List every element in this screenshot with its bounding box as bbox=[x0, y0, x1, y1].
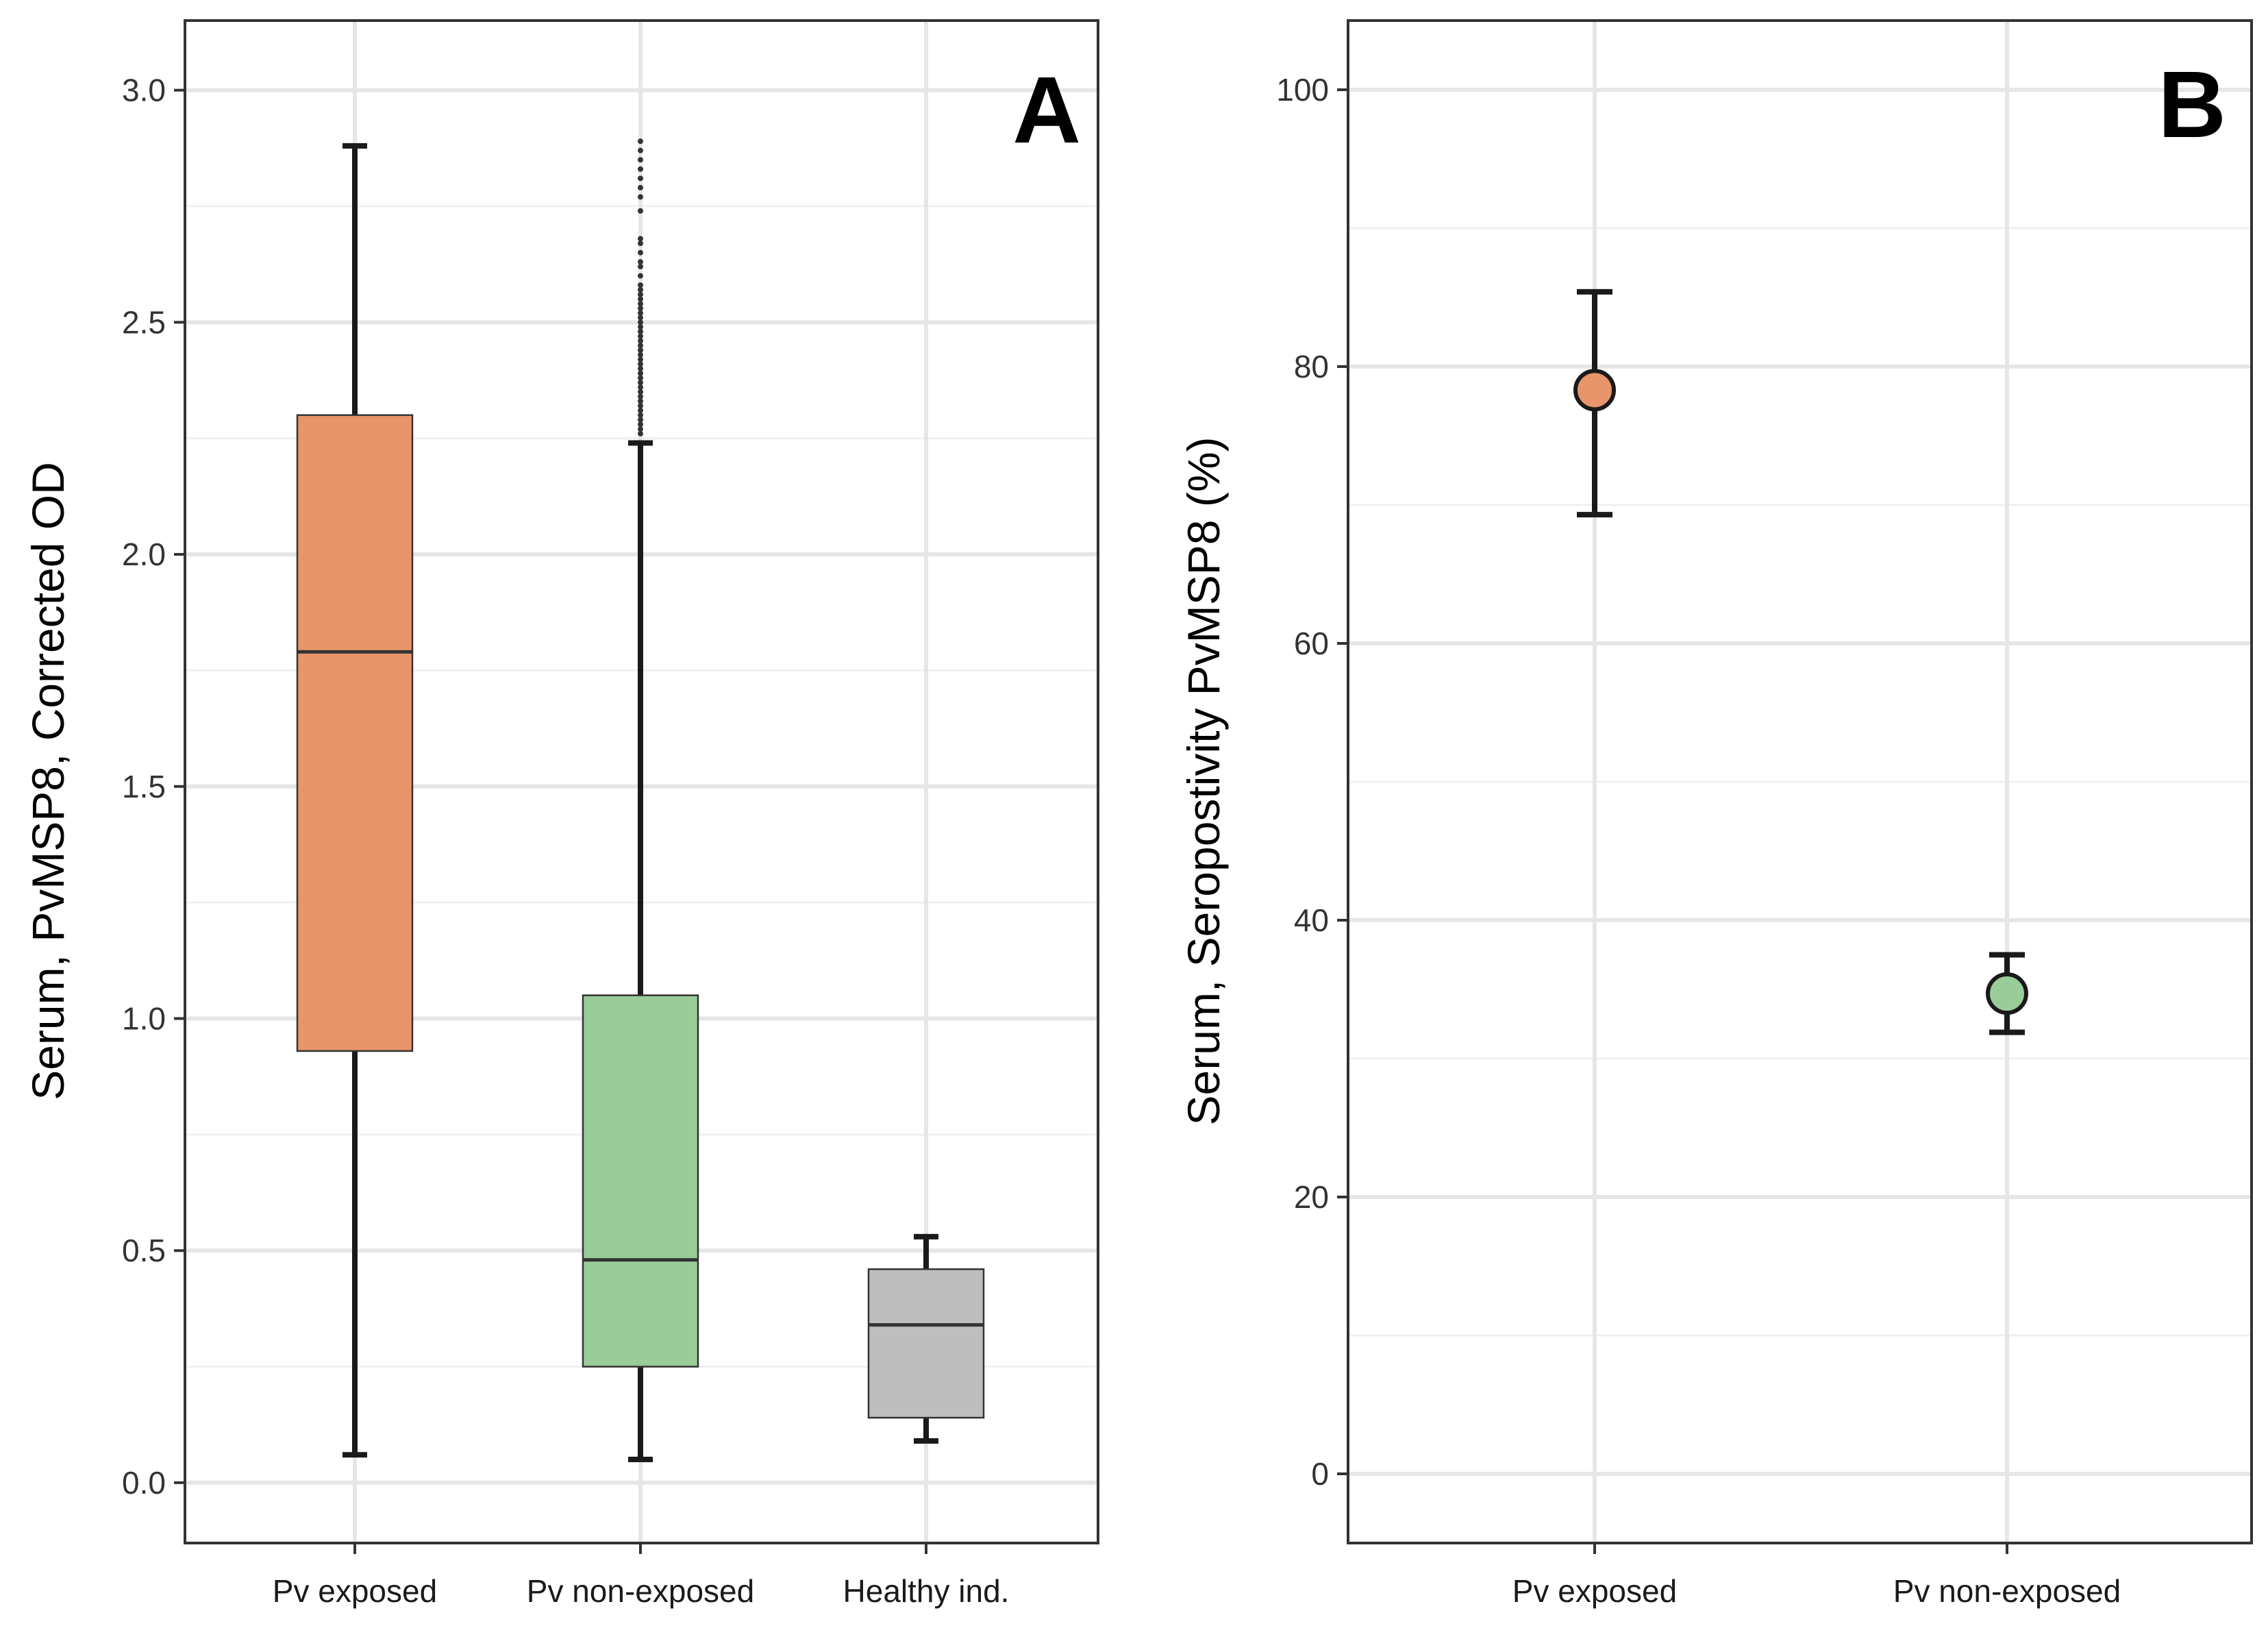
panel-a-axes: 0.0 0.5 1.0 1.5 2.0 2.5 3.0 Pv exposed Pv non-ex… bbox=[122, 73, 1009, 1609]
outlier-point-pv-non-exposed bbox=[638, 388, 643, 395]
a-x-tick-label-healthy-ind: Healthy ind. bbox=[843, 1573, 1010, 1609]
panel-a-label: A bbox=[1012, 58, 1081, 163]
outlier-point-pv-non-exposed bbox=[638, 408, 643, 414]
outlier-point-pv-non-exposed bbox=[638, 417, 643, 423]
outlier-point-pv-non-exposed bbox=[638, 291, 643, 297]
point-group-pv-non-exposed bbox=[1986, 952, 2028, 1035]
outlier-point-pv-non-exposed bbox=[638, 356, 643, 362]
outlier-point-pv-non-exposed bbox=[638, 328, 643, 334]
panel-b-grid bbox=[1348, 21, 2252, 1543]
point-group-pv-exposed bbox=[1573, 288, 1616, 518]
panel-a-marks bbox=[296, 138, 985, 1463]
box-body-pv-non-exposed bbox=[582, 994, 699, 1368]
a-y-tick-label: 2.5 bbox=[122, 304, 166, 340]
outlier-point-pv-non-exposed bbox=[638, 426, 643, 432]
box-pv-non-exposed bbox=[582, 138, 699, 1463]
outlier-point-pv-non-exposed bbox=[638, 296, 643, 302]
a-x-tick-label-pv-non-exposed: Pv non-exposed bbox=[527, 1573, 754, 1609]
panel-b-seropositivity: 0 20 40 60 80 100 Pv exposed Pv non-exposed B S… bbox=[1178, 19, 2253, 1609]
box-pv-exposed bbox=[296, 143, 414, 1458]
outlier-point-pv-non-exposed bbox=[638, 319, 643, 325]
outlier-point-pv-non-exposed bbox=[638, 194, 643, 200]
outlier-point-pv-non-exposed bbox=[638, 347, 643, 353]
b-y-tick-label: 60 bbox=[1294, 626, 1329, 661]
outlier-point-pv-non-exposed bbox=[638, 208, 643, 214]
outlier-point-pv-non-exposed bbox=[638, 421, 643, 428]
a-y-tick-label: 3.0 bbox=[122, 73, 166, 108]
panel-a-boxplot: 0.0 0.5 1.0 1.5 2.0 2.5 3.0 Pv exposed Pv non-ex… bbox=[23, 19, 1099, 1609]
outlier-point-pv-non-exposed bbox=[638, 249, 643, 256]
outlier-point-pv-non-exposed bbox=[638, 314, 643, 321]
b-x-tick-label-pv-non-exposed: Pv non-exposed bbox=[1893, 1573, 2121, 1609]
b-y-tick-label: 20 bbox=[1294, 1179, 1329, 1215]
panel-b-axes: 0 20 40 60 80 100 Pv exposed Pv non-exposed bbox=[1276, 72, 2121, 1609]
outlier-point-pv-non-exposed bbox=[638, 264, 643, 270]
box-body-healthy-ind bbox=[867, 1268, 985, 1419]
outlier-point-pv-non-exposed bbox=[638, 430, 643, 436]
outlier-point-pv-non-exposed bbox=[638, 306, 643, 312]
panel-b-y-axis-label: Serum, Seropostivity PvMSP8 (%) bbox=[1178, 437, 1229, 1126]
outlier-point-pv-non-exposed bbox=[638, 380, 643, 386]
a-y-tick-label: 0.5 bbox=[122, 1233, 166, 1268]
b-x-tick-label-pv-exposed: Pv exposed bbox=[1512, 1573, 1677, 1609]
data-point-pv-non-exposed bbox=[1986, 972, 2028, 1015]
outlier-point-pv-non-exposed bbox=[638, 175, 643, 182]
a-y-tick-label: 2.0 bbox=[122, 536, 166, 572]
outlier-point-pv-non-exposed bbox=[638, 138, 643, 145]
outlier-point-pv-non-exposed bbox=[638, 398, 643, 404]
outlier-point-pv-non-exposed bbox=[638, 393, 643, 399]
outlier-point-pv-non-exposed bbox=[638, 352, 643, 358]
outlier-point-pv-non-exposed bbox=[638, 157, 643, 163]
outlier-point-pv-non-exposed bbox=[638, 184, 643, 190]
outlier-point-pv-non-exposed bbox=[638, 366, 643, 372]
outlier-point-pv-non-exposed bbox=[638, 236, 643, 242]
b-y-tick-label: 100 bbox=[1276, 72, 1329, 108]
outlier-point-pv-non-exposed bbox=[638, 273, 643, 279]
box-body-pv-exposed bbox=[296, 414, 414, 1052]
data-point-pv-exposed bbox=[1573, 369, 1616, 412]
outlier-point-pv-non-exposed bbox=[638, 370, 643, 376]
outlier-point-pv-non-exposed bbox=[638, 384, 643, 391]
a-y-tick-label: 1.5 bbox=[122, 769, 166, 804]
panel-b-frame bbox=[1347, 19, 2253, 1544]
outlier-point-pv-non-exposed bbox=[638, 282, 643, 288]
outlier-point-pv-non-exposed bbox=[638, 310, 643, 316]
b-y-tick-label: 40 bbox=[1294, 902, 1329, 938]
outlier-point-pv-non-exposed bbox=[638, 403, 643, 409]
outlier-point-pv-non-exposed bbox=[638, 333, 643, 339]
b-y-tick-label: 0 bbox=[1311, 1456, 1329, 1492]
outlier-point-pv-non-exposed bbox=[638, 375, 643, 381]
panel-a-y-axis-label: Serum, PvMSP8, Corrected OD bbox=[23, 462, 73, 1100]
a-y-tick-label: 1.0 bbox=[122, 1000, 166, 1036]
outlier-point-pv-non-exposed bbox=[638, 286, 643, 293]
outlier-point-pv-non-exposed bbox=[638, 301, 643, 307]
outlier-point-pv-non-exposed bbox=[638, 412, 643, 418]
panel-b-marks bbox=[1573, 288, 2028, 1035]
outlier-point-pv-non-exposed bbox=[638, 166, 643, 172]
outlier-point-pv-non-exposed bbox=[638, 343, 643, 349]
outlier-point-pv-non-exposed bbox=[638, 147, 643, 153]
outlier-point-pv-non-exposed bbox=[638, 324, 643, 330]
outlier-point-pv-non-exposed bbox=[638, 259, 643, 265]
a-x-tick-label-pv-exposed: Pv exposed bbox=[273, 1573, 437, 1609]
outlier-point-pv-non-exposed bbox=[638, 361, 643, 367]
box-healthy-ind bbox=[867, 1233, 985, 1444]
panel-b-label: B bbox=[2158, 52, 2226, 158]
outlier-point-pv-non-exposed bbox=[638, 338, 643, 344]
a-y-tick-label: 0.0 bbox=[122, 1465, 166, 1501]
b-y-tick-label: 80 bbox=[1294, 349, 1329, 384]
outlier-point-pv-non-exposed bbox=[638, 241, 643, 247]
